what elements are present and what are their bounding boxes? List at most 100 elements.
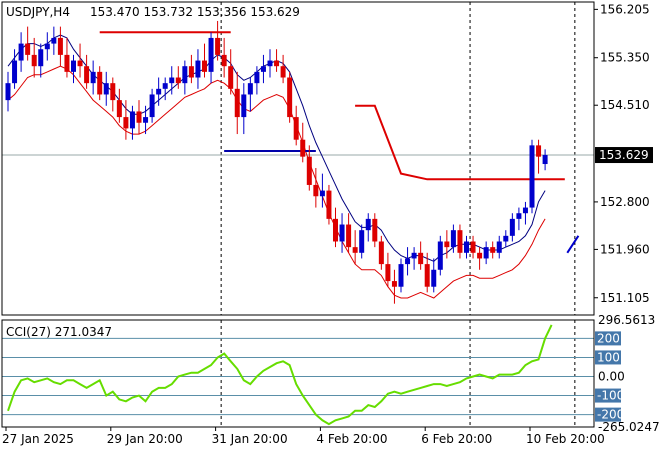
candle-body-69: [457, 230, 463, 253]
cci-tick-label-1: 200: [597, 331, 620, 345]
cci-tick-label-5: -200: [597, 408, 624, 422]
candle-body-63: [418, 252, 424, 265]
candle-body-38: [254, 71, 260, 84]
cci-level-badge-1: [595, 331, 621, 346]
candle-body-80: [529, 145, 535, 208]
candle-body-57: [378, 241, 384, 265]
candle-body-34: [228, 66, 234, 89]
candle-body-22: [149, 94, 155, 118]
candle-body-78: [516, 213, 522, 219]
current-price-label: 153.629: [599, 148, 649, 162]
candle-body-16: [110, 83, 116, 101]
candle-body-39: [260, 66, 266, 72]
candle-body-5: [38, 49, 44, 67]
candle-body-64: [424, 264, 430, 287]
candle-body-0: [5, 83, 11, 101]
candle-body-8: [57, 37, 63, 55]
candle-body-45: [300, 139, 306, 157]
candle-body-19: [129, 111, 135, 129]
candle-body-75: [496, 241, 502, 253]
cci-tick-label-2: 100: [597, 350, 620, 364]
candle-body-59: [391, 281, 397, 287]
candle-body-68: [450, 230, 456, 248]
x-tick-label-1: 29 Jan 20:00: [107, 432, 183, 446]
x-tick-label-0: 27 Jan 2025: [2, 432, 74, 446]
candle-body-72: [477, 252, 483, 259]
candle-body-49: [326, 190, 332, 219]
cci-frame: [1, 319, 595, 428]
cci-tick-label-3: 0.00: [598, 370, 625, 384]
candle-body-61: [405, 258, 411, 265]
candle-body-56: [372, 218, 378, 242]
candle-body-31: [208, 37, 214, 72]
candle-body-2: [18, 43, 24, 61]
cci-tick-label-0: 296.5613: [598, 313, 655, 327]
price-panel: [2, 2, 594, 315]
candle-body-35: [234, 88, 240, 118]
candle-body-20: [136, 111, 142, 123]
candle-body-33: [221, 54, 227, 67]
candle-body-24: [162, 83, 168, 89]
candle-body-53: [352, 247, 358, 253]
candle-body-32: [215, 37, 221, 55]
candle-body-54: [359, 230, 365, 253]
candle-body-26: [175, 77, 181, 84]
candle-body-4: [31, 54, 37, 67]
candle-body-82: [542, 154, 548, 165]
cci-line: [7, 324, 553, 426]
candle-body-21: [143, 117, 149, 123]
candle-body-11: [77, 60, 83, 67]
candle-body-29: [195, 60, 201, 78]
candle-body-81: [536, 145, 542, 157]
cci-level-badge-4: [595, 388, 621, 403]
candle-body-74: [490, 247, 496, 253]
candle-body-13: [90, 71, 96, 84]
cci-panel: [2, 320, 594, 427]
symbol-label: USDJPY,H4: [6, 5, 70, 19]
candle-body-3: [25, 43, 31, 55]
resistance-step-line: [99, 31, 565, 181]
price-tick-label-4: 152.800: [600, 195, 650, 209]
cci-level-badge-5: [595, 407, 621, 422]
candle-body-67: [444, 241, 450, 248]
ohlc-label: 153.470 153.732 153.356 153.629: [90, 5, 300, 19]
candle-body-15: [103, 83, 109, 95]
candle-body-60: [398, 264, 404, 287]
candle-body-58: [385, 264, 391, 282]
candle-body-36: [241, 94, 247, 118]
x-tick-label-4: 6 Feb 20:00: [421, 432, 492, 446]
candle-body-27: [182, 66, 188, 84]
price-tick-label-5: 151.960: [600, 242, 650, 256]
candle-body-55: [365, 218, 371, 231]
price-frame: [1, 1, 595, 316]
candle-body-10: [71, 60, 76, 72]
current-price-badge: [595, 147, 653, 164]
x-tick-label-5: 10 Feb 20:00: [526, 432, 605, 446]
candle-body-50: [333, 218, 338, 242]
candle-body-17: [116, 100, 122, 118]
candle-body-12: [84, 66, 90, 84]
projection-segment: [566, 235, 580, 254]
x-tick-label-3: 4 Feb 20:00: [316, 432, 387, 446]
cci-tick-label-6: -265.0247: [598, 420, 660, 434]
candle-body-42: [280, 66, 286, 78]
candle-body-65: [431, 269, 437, 287]
candle-body-66: [437, 241, 443, 270]
price-tick-label-0: 156.205: [600, 2, 650, 16]
candle-body-18: [123, 117, 129, 129]
cci-level-badge-2: [595, 350, 621, 365]
candle-body-23: [156, 88, 162, 95]
candle-body-37: [247, 83, 253, 95]
candle-body-46: [306, 156, 312, 185]
candle-body-47: [313, 184, 319, 197]
candle-body-28: [188, 66, 194, 78]
price-tick-label-1: 155.350: [600, 51, 650, 65]
candle-body-40: [267, 60, 273, 67]
candle-body-43: [287, 77, 293, 118]
candle-body-76: [503, 235, 509, 242]
candle-body-52: [346, 224, 352, 248]
candle-body-77: [509, 218, 515, 236]
price-tick-label-6: 151.105: [600, 291, 650, 305]
